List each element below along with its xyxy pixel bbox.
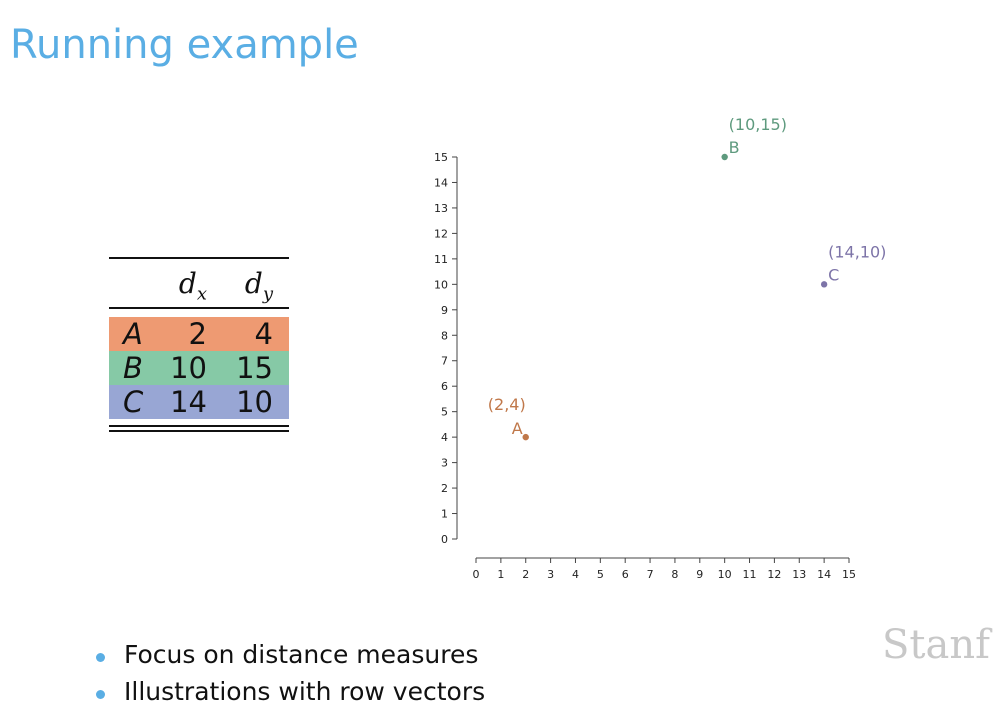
- bullet-list: Focus on distance measures Illustrations…: [96, 640, 485, 714]
- bullet-dot-icon: [96, 690, 105, 699]
- point-c: [820, 281, 828, 288]
- bullet-item: Focus on distance measures: [96, 640, 485, 677]
- row-label: C: [123, 385, 144, 419]
- point-coord-label-a: (2,4): [488, 395, 526, 414]
- y-tick-label: 3: [441, 457, 448, 470]
- row-label: A: [123, 317, 143, 351]
- x-tick-label: 4: [572, 568, 579, 581]
- bullet-dot-icon: [96, 653, 105, 662]
- x-tick-label: 5: [597, 568, 604, 581]
- row-dx: 10: [170, 351, 207, 385]
- table-row-c: C 14 10: [109, 385, 289, 419]
- header-dx: dx: [178, 267, 207, 305]
- point-label-b: B: [729, 138, 740, 157]
- y-tick-label: 1: [441, 508, 448, 521]
- x-tick-label: 2: [522, 568, 529, 581]
- x-tick-label: 11: [743, 568, 757, 581]
- x-tick-label: 9: [696, 568, 703, 581]
- x-tick-label: 15: [842, 568, 856, 581]
- header-dy: dy: [244, 267, 273, 305]
- row-dx: 14: [170, 385, 207, 419]
- point-label-a: A: [512, 419, 523, 438]
- bullet-text: Focus on distance measures: [124, 640, 479, 669]
- table-top-rule: [109, 257, 289, 259]
- y-tick-label: 13: [434, 202, 448, 215]
- row-dy: 4: [254, 317, 273, 351]
- table-header-rule: [109, 307, 289, 309]
- x-tick-label: 7: [647, 568, 654, 581]
- table-row-a: A 2 4: [109, 317, 289, 351]
- table-bottom-rule-2: [109, 430, 289, 432]
- y-tick-label: 10: [434, 278, 448, 291]
- y-tick-label: 11: [434, 253, 448, 266]
- x-tick-label: 8: [671, 568, 678, 581]
- x-tick-label: 0: [473, 568, 480, 581]
- x-tick-label: 13: [792, 568, 806, 581]
- x-tick-label: 10: [718, 568, 732, 581]
- y-tick-label: 2: [441, 482, 448, 495]
- point-coord-label-c: (14,10): [828, 242, 886, 261]
- row-label: B: [123, 351, 143, 385]
- point-coord-label-b: (10,15): [729, 115, 787, 134]
- y-tick-label: 8: [441, 329, 448, 342]
- stanford-watermark: Stanf: [882, 622, 990, 668]
- row-dy: 10: [236, 385, 273, 419]
- slide-title: Running example: [10, 22, 359, 68]
- y-tick-label: 7: [441, 355, 448, 368]
- x-tick-label: 3: [547, 568, 554, 581]
- data-table: dx dy A 2 4 B 10 15 C 14 10: [109, 257, 289, 432]
- y-tick-label: 9: [441, 304, 448, 317]
- x-tick-label: 14: [817, 568, 831, 581]
- row-dy: 15: [236, 351, 273, 385]
- table-bottom-rule-1: [109, 425, 289, 427]
- y-tick-label: 6: [441, 380, 448, 393]
- y-tick-label: 15: [434, 151, 448, 164]
- x-tick-label: 6: [622, 568, 629, 581]
- bullet-item: Illustrations with row vectors: [96, 677, 485, 714]
- row-dx: 2: [188, 317, 207, 351]
- y-tick-label: 0: [441, 533, 448, 546]
- x-tick-label: 1: [497, 568, 504, 581]
- y-tick-label: 12: [434, 227, 448, 240]
- y-tick-label: 14: [434, 176, 448, 189]
- point-a: [522, 433, 529, 441]
- point-label-c: C: [828, 265, 839, 284]
- bullet-text: Illustrations with row vectors: [124, 677, 486, 706]
- table-row-b: B 10 15: [109, 351, 289, 385]
- y-tick-label: 4: [441, 431, 448, 444]
- x-tick-label: 12: [767, 568, 781, 581]
- table-header: dx dy: [109, 259, 289, 307]
- y-tick-label: 5: [441, 406, 448, 419]
- point-b: [721, 153, 728, 161]
